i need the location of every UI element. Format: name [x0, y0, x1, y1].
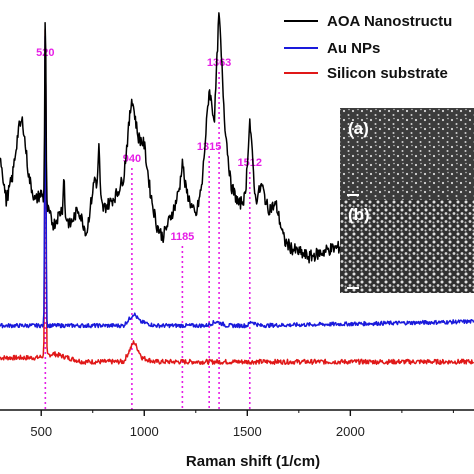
legend-label-au: Au NPs — [327, 40, 380, 57]
series-line-silicon-substrate — [0, 28, 474, 365]
peak-label: 1185 — [170, 231, 194, 243]
x-axis-label: Raman shift (1/cm) — [186, 453, 320, 470]
axes: 500 1000 1500 2000 Raman shift (1/cm) — [0, 409, 474, 470]
inset-image-a: (a) — [340, 108, 474, 200]
inset-label-a: (a) — [348, 119, 369, 138]
scale-bar-b — [347, 287, 359, 289]
legend: AOA Nanostructu Au NPs Silicon substrate — [284, 13, 452, 82]
peak-label: 1363 — [207, 57, 231, 69]
x-tick-label: 500 — [30, 424, 52, 439]
peak-label: 1512 — [238, 157, 262, 169]
x-axis-ticks: 500 1000 1500 2000 — [30, 410, 454, 439]
inset-label-b: (b) — [348, 205, 370, 224]
series-line-au-nps — [0, 35, 474, 329]
peak-label: 1315 — [197, 141, 221, 153]
peak-label: 940 — [123, 153, 141, 165]
x-tick-label: 1000 — [130, 424, 159, 439]
inset-image-b: (b) — [340, 200, 474, 293]
legend-label-si: Silicon substrate — [327, 65, 448, 82]
legend-label-aoa: AOA Nanostructu — [327, 13, 452, 30]
scale-bar-a — [347, 194, 359, 196]
x-tick-label: 1500 — [233, 424, 262, 439]
x-tick-label: 2000 — [336, 424, 365, 439]
